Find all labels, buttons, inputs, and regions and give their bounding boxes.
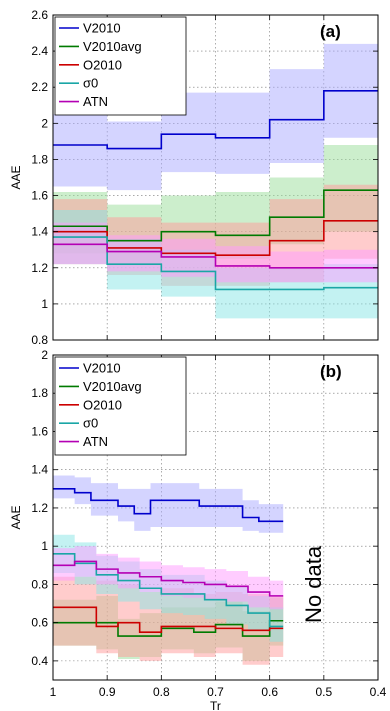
y-tick-label: 1.2: [31, 501, 48, 515]
series-line-1: [53, 619, 284, 637]
legend-entry-label: σ0: [83, 416, 98, 431]
series-line-4: [53, 243, 378, 269]
legend-box: [54, 16, 187, 116]
legend-box: [54, 356, 187, 456]
x-tick-label: 0.4: [370, 685, 387, 699]
y-tick-label: 0.6: [31, 616, 48, 630]
panel-label: (a): [320, 22, 341, 41]
y-tick-label: 2: [41, 116, 48, 130]
y-tick-label: 1.6: [31, 189, 48, 203]
series-band-0: [53, 475, 284, 533]
y-tick-label: 2.6: [31, 8, 48, 22]
y-tick-label: 1.8: [31, 386, 48, 400]
x-tick-label: 0.7: [207, 685, 224, 699]
panel-b: 0.4 0.6 0.8 1 1.2 1.4 1.6 1.8 2 1 0.9 0.8 0.7 0.6 0.5 0…: [9, 348, 387, 711]
legend-entry-label: ATN: [83, 94, 108, 109]
y-tick-label: 0.4: [31, 654, 48, 668]
legend-entry-label: V2010: [83, 21, 121, 36]
y-tick-label: 1: [41, 297, 48, 311]
series-line-0: [53, 90, 378, 150]
x-axis-label: Tr: [210, 699, 221, 711]
legend-entry-label: V2010avg: [83, 39, 142, 54]
y-tick-label: 0.8: [31, 577, 48, 591]
y-tick-label: 1.6: [31, 424, 48, 438]
y-tick-label: 2.2: [31, 80, 48, 94]
legend: V2010 V2010avg O2010 σ0 ATN: [54, 16, 187, 116]
x-tick-label: 0.8: [153, 685, 170, 699]
legend-entry-label: O2010: [83, 397, 122, 412]
y-tick-label: 0.8: [31, 333, 48, 347]
x-tick-label: 0.5: [315, 685, 332, 699]
y-axis-label: AAE: [9, 505, 23, 529]
legend: V2010 V2010avg O2010 σ0 ATN: [54, 356, 187, 456]
series-line-0: [53, 488, 284, 523]
y-tick-label: 1: [41, 539, 48, 553]
legend-entry-label: ATN: [83, 434, 108, 449]
x-tick-label: 0.9: [99, 685, 116, 699]
no-data-annotation: No data: [301, 545, 326, 623]
legend-entry-label: O2010: [83, 57, 122, 72]
x-tick-label: 1: [50, 685, 57, 699]
y-tick-label: 1.8: [31, 152, 48, 166]
x-tick-label: 0.6: [261, 685, 278, 699]
series-line-2: [53, 606, 284, 634]
y-axis-label: AAE: [9, 165, 23, 189]
series-band-0: [53, 43, 378, 191]
series-line-3: [53, 236, 378, 291]
panel-label: (b): [320, 362, 342, 381]
series-band-4: [53, 546, 284, 610]
legend-entry-label: V2010avg: [83, 379, 142, 394]
panel-a: 0.811.21.41.61.822.22.42.6AAE(a)V2010V20…: [9, 8, 379, 347]
series-line-4: [53, 560, 284, 597]
y-tick-label: 1.4: [31, 225, 48, 239]
y-tick-label: 1.2: [31, 261, 48, 275]
y-tick-label: 2: [41, 348, 48, 362]
legend-entry-label: σ0: [83, 76, 98, 91]
legend-entry-label: V2010: [83, 361, 121, 376]
y-tick-label: 2.4: [31, 44, 48, 58]
y-tick-label: 1.4: [31, 463, 48, 477]
